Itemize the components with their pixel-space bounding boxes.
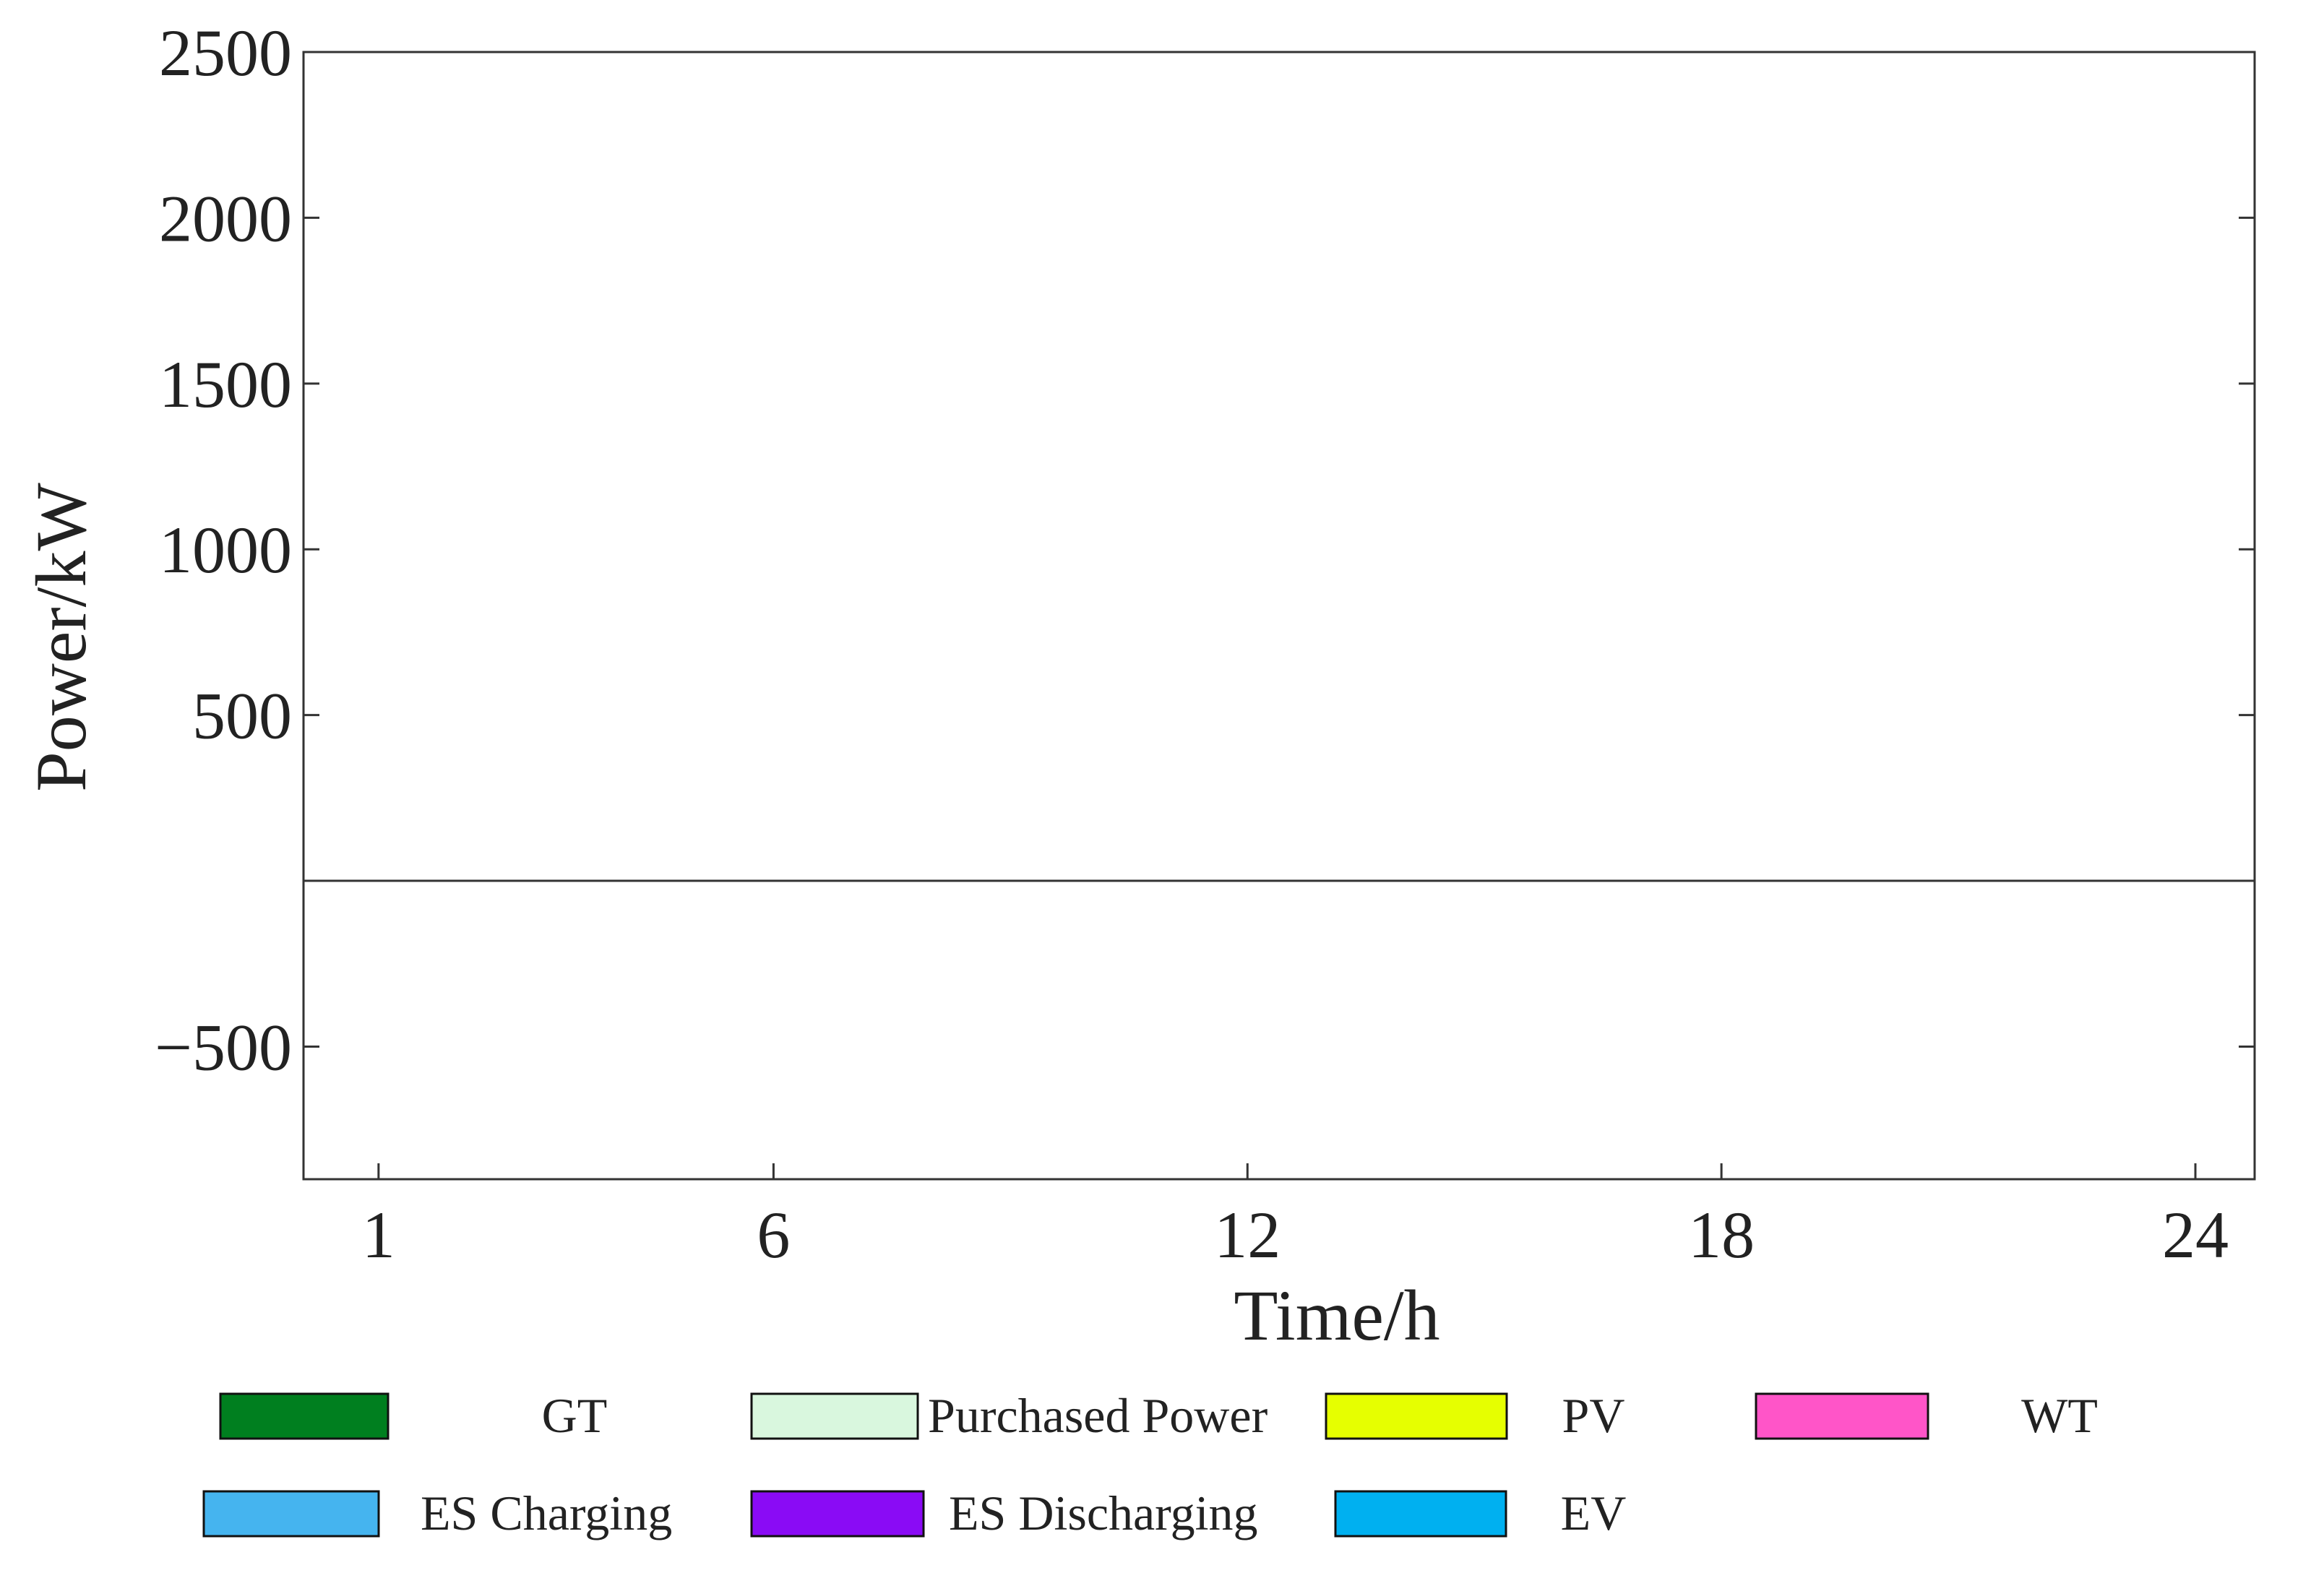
legend-label-pv: PV — [1562, 1388, 1625, 1443]
legend-swatch-wt — [1755, 1392, 1929, 1440]
legend-item-purchased_power: Purchased Power — [750, 1388, 1268, 1443]
x-tick-label: 1 — [362, 1198, 395, 1272]
legend-item-gt: GT — [219, 1388, 608, 1443]
x-tick-label: 6 — [757, 1198, 790, 1272]
y-tick-label: 2000 — [159, 181, 292, 255]
y-tick-label: 500 — [192, 679, 292, 753]
legend-swatch-ev — [1334, 1490, 1507, 1538]
legend-label-ev: EV — [1561, 1486, 1627, 1540]
y-tick-label: 1500 — [159, 348, 292, 421]
legend-label-es_charging: ES Charging — [421, 1486, 672, 1540]
y-tick-label: 2500 — [159, 16, 292, 90]
x-tick-label: 18 — [1688, 1198, 1755, 1272]
legend-label-es_discharging: ES Discharging — [949, 1486, 1258, 1540]
legend-item-es_charging: ES Charging — [202, 1486, 672, 1540]
y-axis-title: Power/kW — [21, 483, 101, 792]
legend-label-purchased_power: Purchased Power — [928, 1388, 1268, 1443]
legend-swatch-purchased_power — [750, 1392, 919, 1440]
legend-swatch-pv — [1325, 1392, 1508, 1440]
legend-item-wt: WT — [1755, 1388, 2098, 1443]
legend-item-pv: PV — [1325, 1388, 1625, 1443]
legend-item-ev: EV — [1334, 1486, 1627, 1540]
legend-item-es_discharging: ES Discharging — [750, 1486, 1258, 1540]
plot-frame — [302, 51, 2256, 1181]
y-tick-label: −500 — [155, 1010, 292, 1084]
legend-label-gt: GT — [542, 1388, 608, 1443]
legend: GT Purchased Power PV WT ES Charging ES Disch… — [202, 1388, 2098, 1540]
axes: −500 500 1000 1500 2000 2500 1 6 12 18 24 Time/h Pow… — [21, 16, 2256, 1356]
legend-label-wt: WT — [2021, 1388, 2098, 1443]
legend-swatch-es_discharging — [750, 1490, 925, 1538]
x-tick-label: 24 — [2162, 1198, 2229, 1272]
y-tick-label: 1000 — [159, 513, 292, 587]
x-axis-title: Time/h — [1234, 1275, 1439, 1356]
legend-swatch-gt — [219, 1392, 390, 1440]
legend-swatch-es_charging — [202, 1490, 380, 1538]
x-tick-label: 12 — [1214, 1198, 1281, 1272]
